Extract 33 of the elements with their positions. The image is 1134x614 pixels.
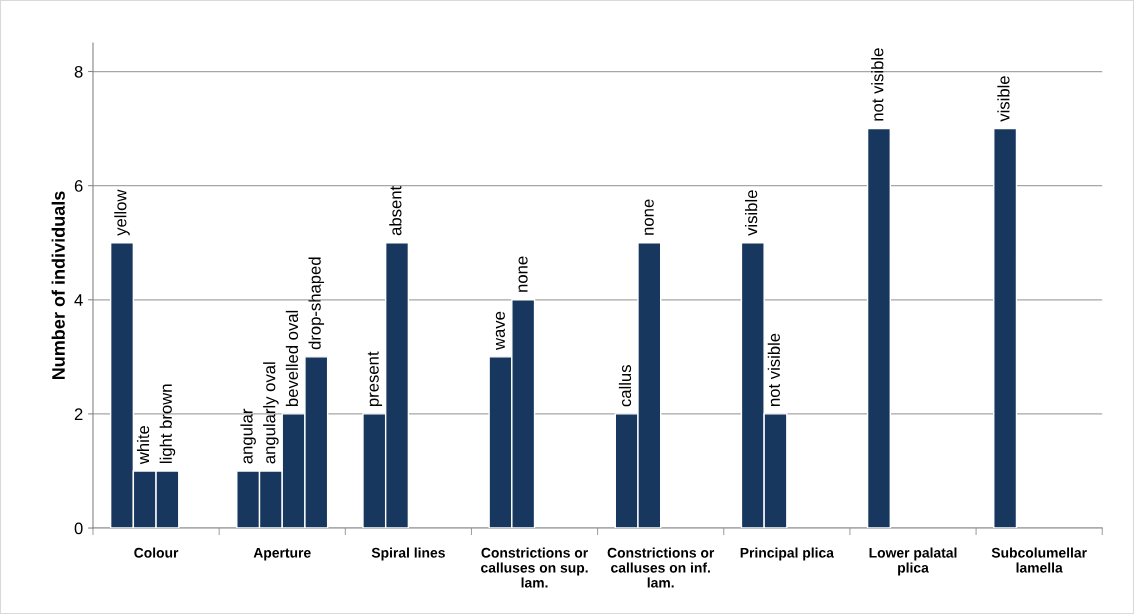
x-tick-label: Constrictions or calluses on inf. lam.: [607, 547, 715, 588]
y-axis-title: Number of individuals: [51, 191, 65, 380]
x-tick-label: Constrictions or calluses on sup. lam.: [481, 547, 588, 588]
bar: [866, 127, 891, 529]
bar: [993, 127, 1018, 529]
y-tick-label: 6: [74, 180, 83, 192]
data-label: none: [518, 256, 528, 292]
data-label: present: [367, 351, 383, 406]
x-tick-label: Principal plica: [740, 547, 835, 561]
data-label: callus: [618, 365, 632, 407]
data-label: bevelled oval: [285, 310, 299, 406]
data-label: wave: [495, 311, 505, 351]
data-label: not visible: [871, 48, 884, 121]
data-label: visible: [745, 190, 758, 236]
data-label: angularly oval: [263, 362, 279, 464]
x-tick-label: Colour: [134, 547, 179, 558]
x-tick-label: Spiral lines: [371, 547, 445, 561]
data-label: yellow: [114, 189, 130, 236]
x-tick-label: Aperture: [253, 547, 311, 561]
data-label: absent: [389, 185, 402, 236]
x-tick-label: Subcolumellar lamella: [991, 547, 1087, 573]
data-label: white: [136, 425, 150, 465]
x-tick-label: Lower palatal plica: [869, 547, 957, 576]
data-label: drop-shaped: [308, 257, 325, 350]
data-label: none: [644, 199, 654, 235]
y-tick-label: 0: [74, 522, 83, 535]
data-label: light brown: [159, 384, 176, 463]
data-label: visible: [997, 76, 1010, 122]
y-tick-label: 2: [74, 408, 83, 420]
data-label: not visible: [767, 333, 780, 406]
data-label: angular: [240, 408, 256, 464]
y-tick-label: 8: [74, 65, 83, 78]
y-tick-label: 4: [74, 294, 83, 306]
